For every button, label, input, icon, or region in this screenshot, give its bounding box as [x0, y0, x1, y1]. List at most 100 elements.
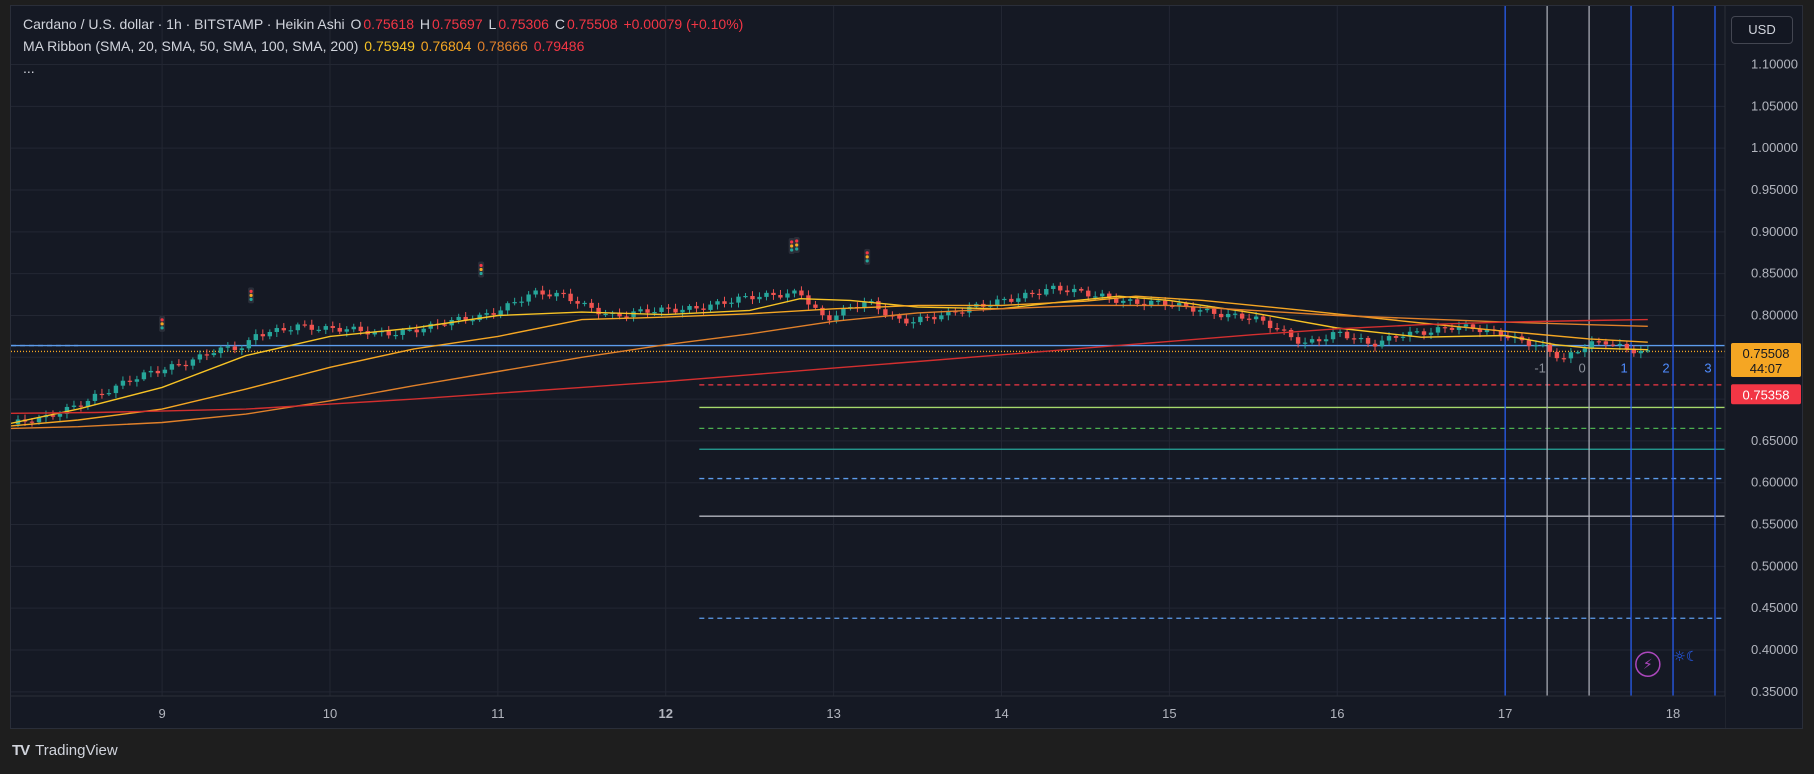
countdown-label: 44:07	[1750, 361, 1783, 376]
candle-body	[568, 293, 573, 302]
candle-body	[862, 302, 867, 308]
y-tick-label: 0.35000	[1751, 684, 1798, 699]
ribbon-label: MA Ribbon (SMA, 20, SMA, 50, SMA, 100, S…	[23, 38, 359, 54]
price-label-box	[1731, 384, 1801, 405]
candle-body	[1575, 352, 1581, 354]
candle-body	[946, 310, 951, 316]
ma-line[interactable]	[11, 318, 1648, 414]
candle-body	[883, 309, 888, 316]
candle-body	[1316, 339, 1322, 342]
candle-body	[1260, 316, 1266, 321]
candle-body	[1274, 328, 1280, 330]
candle-body	[1358, 337, 1364, 340]
candle-body	[533, 290, 538, 295]
candle-body	[1148, 300, 1154, 306]
high-label: H	[419, 16, 431, 32]
candle-body	[1023, 292, 1028, 299]
candle-body	[1365, 337, 1371, 344]
x-tick-label: 13	[826, 706, 840, 721]
candle-body	[1100, 293, 1105, 297]
low-label: L	[488, 16, 497, 32]
x-tick-label: 17	[1498, 706, 1512, 721]
candle-body	[1281, 329, 1287, 331]
signal-light	[790, 244, 794, 248]
brand-name[interactable]: TradingView	[35, 742, 118, 759]
candle-body	[1239, 313, 1245, 319]
candle-body	[484, 313, 489, 315]
candle-body	[253, 334, 259, 341]
candle-body	[869, 301, 874, 303]
candle-body	[414, 329, 419, 333]
currency-button[interactable]: USD	[1731, 16, 1793, 44]
candle-body	[1379, 340, 1385, 347]
candle-body	[1225, 313, 1231, 318]
candle-body	[1309, 339, 1315, 343]
signal-light	[795, 247, 799, 251]
candle-body	[1610, 344, 1616, 346]
candle-body	[344, 329, 349, 332]
signal-light	[865, 259, 869, 263]
y-tick-label: 0.60000	[1751, 475, 1798, 490]
candle-body	[1030, 292, 1035, 295]
candle-body	[785, 293, 790, 298]
more-indicators-button[interactable]: ...	[23, 60, 35, 76]
time-axis[interactable]	[11, 696, 1725, 729]
candle-body	[708, 304, 713, 310]
x-tick-label: 16	[1330, 706, 1344, 721]
lightning-glyph: ⚡	[1643, 657, 1653, 673]
ma-line[interactable]	[11, 295, 1648, 424]
sun-moon-icon[interactable]: ☼☾	[1673, 649, 1698, 665]
ribbon-value-50: 0.76804	[420, 38, 472, 54]
candle-body	[1449, 327, 1455, 330]
candle-body	[988, 305, 993, 307]
y-tick-label: 0.80000	[1751, 307, 1798, 322]
ribbon-legend[interactable]: MA Ribbon (SMA, 20, SMA, 50, SMA, 100, S…	[23, 38, 586, 54]
price-label-box	[1731, 343, 1801, 378]
candle-body	[1197, 310, 1203, 312]
candle-body	[687, 305, 692, 310]
candle-body	[393, 334, 398, 337]
x-tick-label: 18	[1666, 706, 1680, 721]
lightning-icon[interactable]	[1635, 651, 1661, 677]
ma-line[interactable]	[11, 304, 1648, 430]
tradingview-logo-icon[interactable]: TV	[12, 742, 30, 759]
candle-body	[64, 406, 70, 414]
candle-body	[421, 328, 426, 333]
candle-body	[1128, 299, 1133, 301]
ribbon-value-100: 0.78666	[477, 38, 528, 54]
candle-body	[960, 312, 965, 314]
candle-body	[512, 302, 517, 304]
y-tick-label: 0.55000	[1751, 517, 1798, 532]
candle-body	[477, 314, 482, 321]
candle-body	[1463, 324, 1469, 327]
signal-light	[479, 263, 483, 268]
close-value: 0.75508	[566, 16, 618, 32]
candle-body	[1190, 306, 1196, 312]
candle-body	[470, 320, 475, 322]
candle-body	[1211, 308, 1217, 314]
ma-line[interactable]	[11, 295, 1648, 427]
candle-body	[1169, 305, 1175, 307]
candle-body	[218, 347, 224, 354]
candle-body	[113, 385, 119, 394]
ribbon-value-200: 0.79486	[533, 38, 585, 54]
candle-body	[197, 354, 203, 360]
symbol-title[interactable]: Cardano / U.S. dollar · 1h · BITSTAMP · …	[23, 16, 345, 32]
candle-body	[29, 421, 35, 423]
fib-zone-label: 3	[1704, 360, 1711, 375]
candle-body	[645, 309, 650, 313]
chart-frame[interactable]: -1 0 1 2 3 1.10000 1.05000 1.00000 0.95000 0.9000…	[10, 5, 1803, 729]
candle-body	[1016, 298, 1021, 302]
candle-body	[1638, 350, 1644, 354]
candle-body	[1582, 348, 1588, 353]
candle-body	[666, 307, 671, 309]
y-tick-label: 0.40000	[1751, 642, 1798, 657]
low-value: 0.75306	[498, 16, 549, 32]
candle-body	[701, 308, 706, 310]
candle-body	[1477, 329, 1483, 333]
price-chart[interactable]: -1 0 1 2 31.100001.050001.000000.950000.9000…	[11, 6, 1803, 729]
y-tick-label: 1.00000	[1751, 140, 1798, 155]
signal-light	[160, 326, 164, 330]
candle-body	[176, 364, 182, 366]
candle-body	[694, 305, 699, 309]
